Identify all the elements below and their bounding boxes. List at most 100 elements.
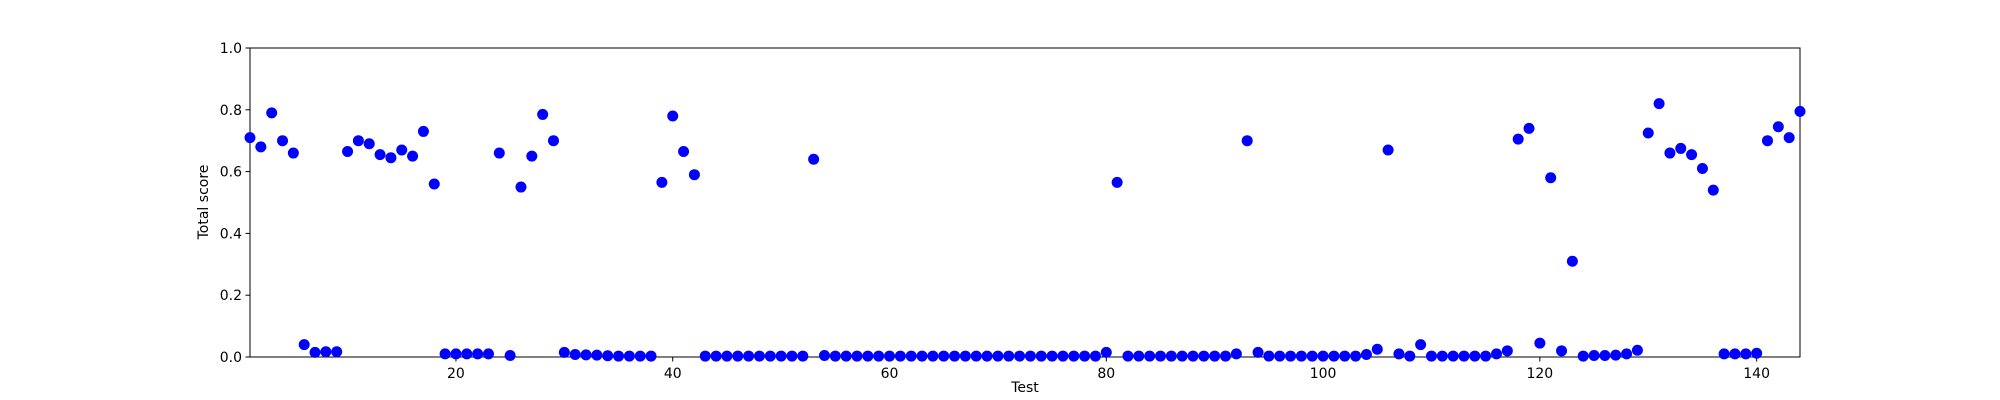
point	[1664, 147, 1676, 159]
point	[1545, 172, 1557, 184]
point	[764, 350, 776, 362]
point	[623, 350, 635, 362]
x-tick-label: 100	[1310, 366, 1337, 382]
y-tick-label: 1.0	[220, 41, 242, 57]
point	[352, 135, 364, 147]
point	[1783, 132, 1795, 144]
point	[1187, 350, 1199, 362]
point	[1566, 255, 1578, 267]
point	[1306, 350, 1318, 362]
x-tick-label: 60	[881, 366, 899, 382]
point	[699, 350, 711, 362]
point	[743, 350, 755, 362]
point	[613, 350, 625, 362]
point	[298, 339, 310, 351]
point	[244, 132, 256, 144]
point	[927, 350, 939, 362]
point	[309, 346, 321, 358]
point	[775, 350, 787, 362]
point	[1382, 144, 1394, 156]
x-tick-label: 80	[1097, 366, 1115, 382]
point	[656, 176, 668, 188]
x-tick-label: 140	[1743, 366, 1770, 382]
point	[580, 349, 592, 361]
point	[342, 146, 354, 158]
point	[840, 350, 852, 362]
point	[1512, 133, 1524, 145]
point	[1707, 184, 1719, 196]
point	[710, 350, 722, 362]
point	[645, 350, 657, 362]
plot-frame	[249, 47, 1801, 358]
point	[1068, 350, 1080, 362]
point	[970, 350, 982, 362]
point	[1024, 350, 1036, 362]
point	[1165, 350, 1177, 362]
point	[1415, 339, 1427, 351]
point	[862, 350, 874, 362]
point	[1046, 350, 1058, 362]
point	[1718, 348, 1730, 360]
point	[949, 350, 961, 362]
point	[1350, 350, 1362, 362]
x-axis-label: Test	[1010, 380, 1039, 396]
point	[1480, 350, 1492, 362]
point	[439, 348, 451, 360]
x-tick-label: 40	[664, 366, 682, 382]
point	[688, 169, 700, 181]
point	[1057, 350, 1069, 362]
point	[1014, 350, 1026, 362]
point	[461, 348, 473, 360]
point	[992, 350, 1004, 362]
point	[1675, 142, 1687, 154]
point	[255, 141, 267, 153]
point	[1360, 349, 1372, 361]
point	[732, 350, 744, 362]
point	[981, 350, 993, 362]
point	[721, 350, 733, 362]
point	[1772, 121, 1784, 133]
point	[428, 178, 440, 190]
point	[1209, 350, 1221, 362]
point	[482, 348, 494, 360]
point	[515, 181, 527, 193]
point	[472, 348, 484, 360]
point	[851, 350, 863, 362]
point	[1556, 345, 1568, 357]
point	[1144, 350, 1156, 362]
point	[797, 350, 809, 362]
point	[916, 350, 928, 362]
x-tick-label: 120	[1526, 366, 1553, 382]
point	[1491, 348, 1503, 360]
point	[591, 349, 603, 361]
point	[1610, 349, 1622, 361]
point	[417, 125, 429, 137]
point	[938, 350, 950, 362]
point	[1740, 348, 1752, 360]
point	[1534, 337, 1546, 349]
point	[1599, 349, 1611, 361]
point	[818, 349, 830, 361]
point	[1339, 350, 1351, 362]
point	[1263, 350, 1275, 362]
point	[1501, 345, 1513, 357]
point	[558, 346, 570, 358]
x-tick-label: 20	[447, 366, 465, 382]
point	[396, 144, 408, 156]
point	[450, 348, 462, 360]
point	[1621, 348, 1633, 360]
point	[1729, 348, 1741, 360]
point	[1642, 127, 1654, 139]
point	[1176, 350, 1188, 362]
point	[526, 150, 538, 162]
point	[1295, 350, 1307, 362]
point	[884, 350, 896, 362]
point	[1523, 122, 1535, 134]
point	[1317, 350, 1329, 362]
point	[1230, 348, 1242, 360]
point	[1393, 348, 1405, 360]
point	[873, 350, 885, 362]
point	[1404, 350, 1416, 362]
point	[1241, 135, 1253, 147]
